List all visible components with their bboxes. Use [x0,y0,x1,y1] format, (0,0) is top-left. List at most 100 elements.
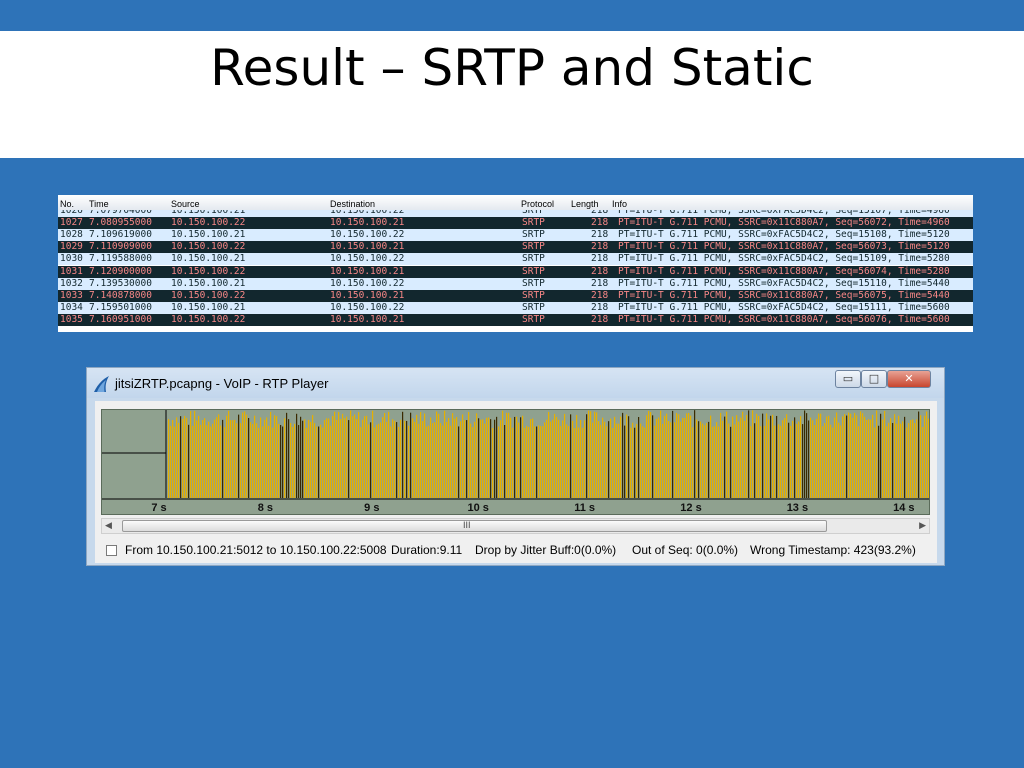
waveform-bar [338,412,340,498]
waveform-bar [498,426,500,498]
waveform-bars [102,410,929,498]
packet-destination: 10.150.100.22 [330,229,405,241]
column-header-length[interactable]: Length [571,199,599,209]
waveform-bar [512,427,514,498]
waveform-bar [300,416,302,498]
waveform-bar [828,415,830,498]
waveform-bar [632,422,634,498]
waveform-bar [584,420,586,498]
packet-row[interactable]: 1035 7.160951000 10.150.100.22 10.150.100.2… [58,313,973,326]
waveform-bar [634,427,636,498]
waveform-bar [894,414,896,498]
packet-row[interactable]: 1029 7.110909000 10.150.100.22 10.150.100.2… [58,241,973,254]
packet-length: 218 [591,253,609,265]
close-button[interactable]: ✕ [887,370,931,388]
packet-source: 10.150.100.21 [171,253,246,265]
minimize-button[interactable]: ▭ [835,370,861,388]
stream-checkbox[interactable] [106,545,117,556]
waveform-bar [846,415,848,498]
waveform-bar [816,418,818,498]
waveform-bar [586,414,588,498]
waveform-bar [524,427,526,498]
waveform-bar [214,419,216,498]
waveform-bar [318,426,320,498]
waveform-bar [516,416,518,498]
waveform-bar [710,415,712,498]
waveform-bar [734,424,736,498]
packet-no: 1031 [60,265,83,277]
window-titlebar[interactable]: jitsiZRTP.pcapng - VoIP - RTP Player ▭ □… [87,368,944,398]
waveform-bar [834,417,836,498]
scroll-right-arrow-icon[interactable]: ▶ [919,520,926,530]
horizontal-scrollbar[interactable]: ◀ III ▶ [101,518,930,534]
waveform-panel[interactable]: 7 s 8 s 9 s 10 s 11 s 12 s 13 s 14 s [101,409,930,515]
waveform-bar [388,411,390,498]
waveform-bar [790,425,792,498]
waveform-bar [478,418,480,498]
waveform-bar [674,422,676,498]
waveform-bar [708,421,710,498]
waveform-bar [836,412,838,498]
packet-no: 1028 [60,229,83,241]
waveform-bar [616,423,618,498]
packet-row[interactable]: 1026 7.079704000 10.150.100.21 10.150.100.2… [58,210,973,217]
waveform-bar [348,420,350,498]
waveform-bar [598,421,600,498]
waveform-bar [574,427,576,498]
waveform-bar [564,413,566,498]
waveform-bar [200,424,202,498]
waveform-bar [226,415,228,498]
maximize-button[interactable]: □ [861,370,887,388]
waveform-bar [548,411,550,498]
packet-source: 10.150.100.21 [171,210,246,216]
packet-destination: 10.150.100.21 [330,265,405,277]
packet-row[interactable]: 1033 7.140878000 10.150.100.22 10.150.100.2… [58,289,973,302]
waveform-bar [286,412,288,498]
column-header-destination[interactable]: Destination [330,199,376,209]
scroll-left-arrow-icon[interactable]: ◀ [105,520,112,530]
waveform-bar [776,415,778,498]
packet-row[interactable]: 1030 7.119588000 10.150.100.21 10.150.100.2… [58,253,973,266]
packet-row[interactable]: 1028 7.109619000 10.150.100.21 10.150.100.2… [58,229,973,242]
waveform-bar [392,419,394,498]
waveform-bar [560,426,562,498]
waveform-bar [274,415,276,498]
waveform-bar [482,419,484,498]
waveform-bar [484,423,486,498]
packet-list: No. Time Source Destination Protocol Len… [58,195,973,332]
waveform-bar [242,412,244,498]
column-header-source[interactable]: Source [171,199,200,209]
waveform-bar [504,424,506,498]
waveform-bar [196,420,198,498]
waveform-bar [204,418,206,498]
column-header-protocol[interactable]: Protocol [521,199,555,209]
packet-row[interactable]: 1027 7.080955000 10.150.100.22 10.150.100.2… [58,217,973,230]
packet-destination: 10.150.100.21 [330,241,405,253]
waveform-bar [372,410,374,498]
scrollbar-thumb[interactable]: III [122,520,827,532]
waveform-bar [868,419,870,498]
waveform-bar [602,417,604,498]
waveform-bar [750,426,752,498]
waveform-bar [462,414,464,498]
column-header-no[interactable]: No. [60,199,75,209]
waveform-bar [394,420,396,498]
column-header-time[interactable]: Time [89,199,109,209]
column-header-info[interactable]: Info [612,199,628,209]
packet-protocol: SRTP [522,253,545,265]
time-tick-label: 7 s [151,502,166,514]
packet-row[interactable]: 1032 7.139530000 10.150.100.21 10.150.100.2… [58,277,973,290]
waveform-bar [400,419,402,498]
waveform-bar [542,426,544,498]
waveform-bar [444,410,446,498]
packet-row[interactable]: 1034 7.159501000 10.150.100.21 10.150.100.2… [58,301,973,314]
waveform-bar [830,424,832,498]
waveform-bar [604,421,606,498]
waveform-bar [640,423,642,498]
packet-no: 1034 [60,301,83,313]
waveform-bar [472,427,474,498]
waveform-bar [454,418,456,498]
packet-row[interactable]: 1031 7.120900000 10.150.100.22 10.150.100.2… [58,265,973,278]
waveform-bar [256,423,258,498]
waveform-bar [502,410,504,498]
